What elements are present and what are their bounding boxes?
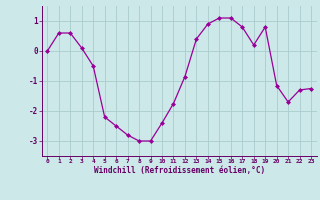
X-axis label: Windchill (Refroidissement éolien,°C): Windchill (Refroidissement éolien,°C) — [94, 166, 265, 175]
